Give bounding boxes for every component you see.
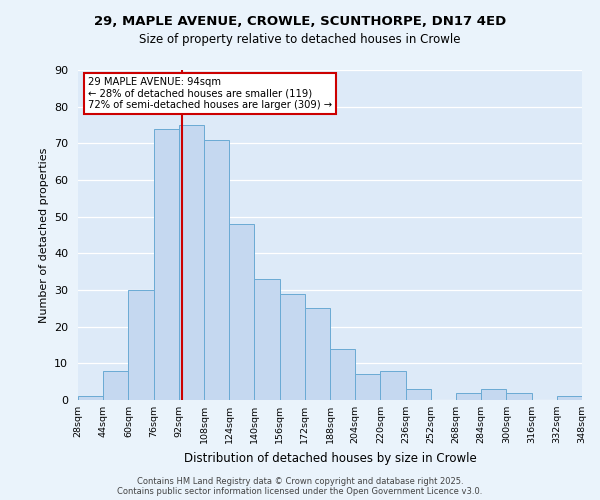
Bar — [103, 370, 128, 400]
Bar — [456, 392, 481, 400]
Bar — [179, 125, 204, 400]
Text: Contains public sector information licensed under the Open Government Licence v3: Contains public sector information licen… — [118, 487, 482, 496]
Text: 29 MAPLE AVENUE: 94sqm
← 28% of detached houses are smaller (119)
72% of semi-de: 29 MAPLE AVENUE: 94sqm ← 28% of detached… — [88, 76, 332, 110]
Bar — [204, 140, 229, 400]
Bar — [380, 370, 406, 400]
Bar — [506, 392, 532, 400]
Text: Contains HM Land Registry data © Crown copyright and database right 2025.: Contains HM Land Registry data © Crown c… — [137, 477, 463, 486]
X-axis label: Distribution of detached houses by size in Crowle: Distribution of detached houses by size … — [184, 452, 476, 464]
Text: 29, MAPLE AVENUE, CROWLE, SCUNTHORPE, DN17 4ED: 29, MAPLE AVENUE, CROWLE, SCUNTHORPE, DN… — [94, 15, 506, 28]
Bar — [154, 128, 179, 400]
Text: Size of property relative to detached houses in Crowle: Size of property relative to detached ho… — [139, 32, 461, 46]
Bar — [330, 348, 355, 400]
Bar — [229, 224, 254, 400]
Bar — [355, 374, 380, 400]
Bar — [128, 290, 154, 400]
Bar — [280, 294, 305, 400]
Bar — [305, 308, 330, 400]
Bar — [481, 389, 506, 400]
Bar — [406, 389, 431, 400]
Bar — [557, 396, 582, 400]
Bar — [254, 279, 280, 400]
Bar — [78, 396, 103, 400]
Y-axis label: Number of detached properties: Number of detached properties — [38, 148, 49, 322]
